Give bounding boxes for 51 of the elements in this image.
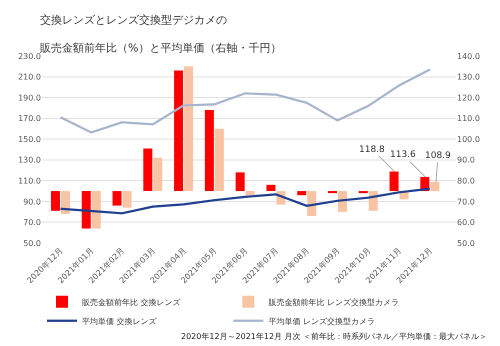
y-tick-label: 110.0 [18,176,41,186]
bar [50,191,60,211]
y-tick-label: 70.0 [23,218,41,228]
bar [112,191,122,206]
y2-tick-label: 50.0 [457,238,475,248]
bar [60,191,70,214]
y-tick-label: 230.0 [18,52,41,61]
legend-label: 平均単価 交換レンズ [82,316,158,326]
line-series [59,188,431,214]
y2-tick-label: 90.0 [457,156,475,165]
bar [92,191,101,228]
y-tick-label: 210.0 [18,72,41,82]
bar [266,184,276,192]
y-tick-label: 170.0 [18,114,41,124]
y2-tick-label: 120.0 [457,93,480,102]
y2-tick-label: 100.0 [457,134,480,144]
annotation: 113.6 [390,150,416,160]
bar [122,191,132,208]
y-tick-label: 190.0 [18,93,41,102]
bar [390,172,399,192]
y2-tick-label: 60.0 [457,218,475,228]
y2-tick-label: 70.0 [457,197,475,206]
bar [297,191,306,196]
bar [430,182,440,192]
y-tick-label: 50.0 [23,238,41,248]
bar [236,172,245,192]
bar [153,158,162,192]
annotation: 108.9 [425,151,452,161]
line-series [59,68,431,134]
bar [82,191,91,228]
y-tick-label: 90.0 [23,197,41,206]
y2-tick-label: 110.0 [457,114,480,124]
bar [307,191,316,216]
bar [184,66,194,192]
legend-label: 販売金額前年比 交換レンズ [82,298,182,307]
bar [204,110,214,192]
chart-title: 交換レンズとレンズ交換型デジカメの [40,13,227,26]
text: 2020年12月～2021年12月 月次 ＜前年比：時系列パネル／平均単価：最大パネル＞ [181,332,488,341]
y-tick-label: 150.0 [18,134,41,144]
bar [174,70,184,192]
y-tick-label: 130.0 [18,156,41,165]
y2-tick-label: 140.0 [457,52,480,61]
y2-tick-label: 80.0 [457,176,475,186]
bar [246,191,255,196]
bar [143,148,152,192]
chart-subtitle: 販売金額前年比（%）と平均単価（右軸・千円） [40,42,282,55]
legend-label: 平均単価 レンズ交換型カメラ [268,316,375,326]
bar [214,128,224,192]
annotation: 118.8 [359,145,386,155]
legend-label: 販売金額前年比 レンズ交換型カメラ [268,298,399,307]
y2-tick-label: 130.0 [457,72,480,82]
